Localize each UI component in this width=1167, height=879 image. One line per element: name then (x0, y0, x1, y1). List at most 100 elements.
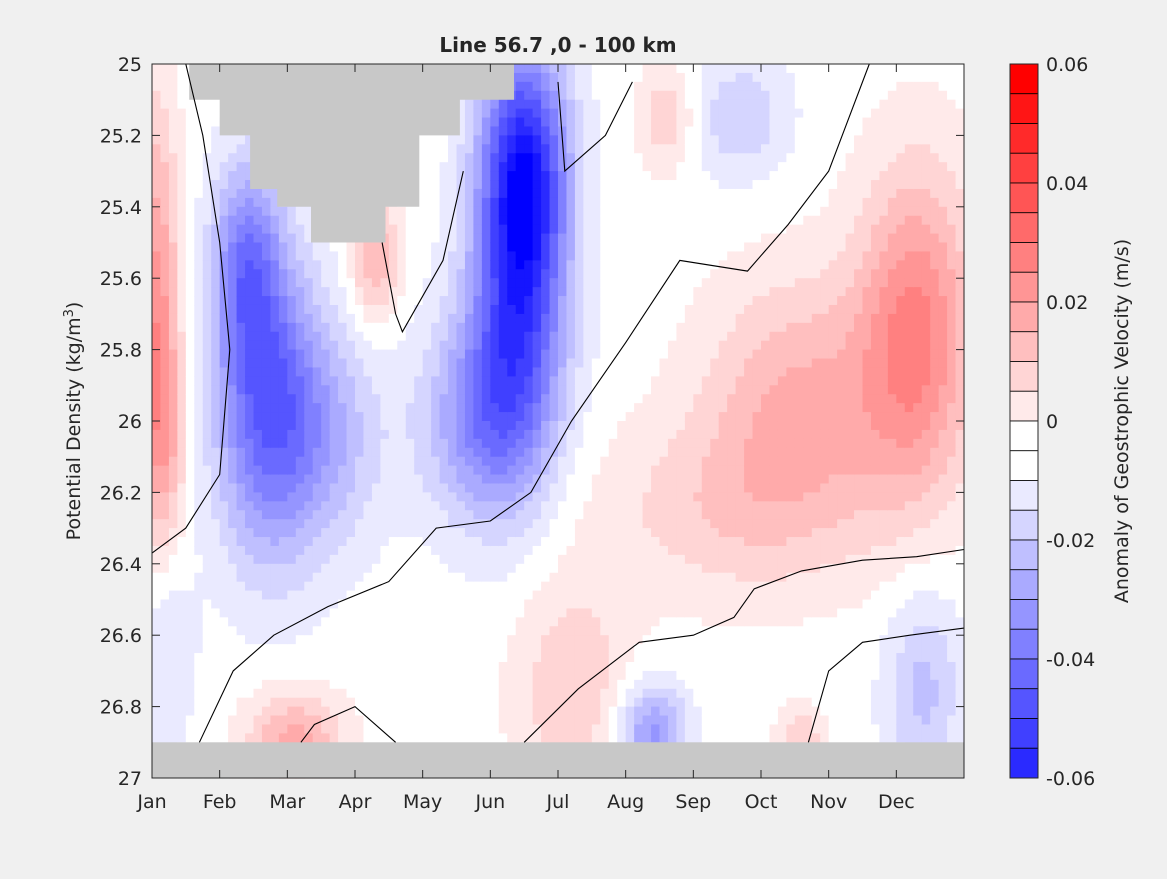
heatmap-cell (278, 385, 288, 395)
heatmap-cell (558, 340, 568, 351)
heatmap-cell (473, 590, 483, 601)
heatmap-cell (346, 635, 356, 645)
heatmap-cell (642, 635, 652, 645)
heatmap-cell (490, 519, 500, 529)
heatmap-cell (498, 304, 508, 315)
heatmap-cell (439, 599, 449, 610)
heatmap-cell (448, 554, 458, 565)
heatmap-cell (659, 242, 669, 253)
heatmap-cell (236, 581, 246, 592)
heatmap-cell (591, 304, 601, 315)
heatmap-cell (625, 340, 635, 351)
heatmap-cell (456, 260, 466, 270)
heatmap-cell (481, 644, 491, 654)
heatmap-cell (397, 537, 407, 547)
heatmap-cell (355, 304, 365, 315)
heatmap-cell (278, 313, 288, 324)
heatmap-cell (439, 171, 449, 181)
heatmap-cell (405, 331, 415, 342)
heatmap-cell (287, 590, 297, 601)
heatmap-cell (346, 367, 356, 377)
heatmap-cell (278, 483, 288, 494)
heatmap-cell (194, 403, 204, 413)
heatmap-cell (253, 581, 263, 592)
heatmap-cell (261, 733, 272, 743)
heatmap-cell (507, 563, 517, 574)
heatmap-cell (481, 126, 491, 137)
heatmap-cell (659, 358, 669, 369)
heatmap-cell (287, 313, 297, 324)
heatmap-cell (574, 215, 584, 226)
heatmap-cell (431, 287, 441, 297)
heatmap-cell (507, 724, 517, 734)
heatmap-cell (405, 510, 415, 520)
heatmap-cell (287, 224, 297, 235)
heatmap-cell (312, 572, 322, 583)
heatmap-cell (363, 626, 373, 636)
heatmap-cell (261, 501, 272, 511)
heatmap-cell (371, 447, 381, 458)
heatmap-cell (541, 697, 551, 708)
heatmap-cell (160, 697, 170, 708)
heatmap-cell (464, 180, 475, 190)
heatmap-cell (152, 653, 162, 663)
heatmap-cell (583, 519, 593, 529)
heatmap-cell (253, 296, 263, 306)
heatmap-cell (541, 322, 551, 333)
heatmap-cell (152, 144, 162, 154)
heatmap-cell (651, 322, 661, 333)
heatmap-cell (524, 72, 534, 83)
heatmap-cell (219, 304, 229, 315)
heatmap-cell (676, 188, 686, 199)
heatmap-cell (625, 626, 635, 636)
heatmap-cell (583, 385, 593, 395)
heatmap-cell (600, 724, 610, 734)
heatmap-cell (397, 590, 407, 601)
heatmap-cell (515, 72, 525, 83)
heatmap-cell (304, 572, 314, 583)
heatmap-cell (363, 501, 373, 511)
heatmap-cell (168, 260, 178, 270)
heatmap-cell (388, 554, 398, 565)
heatmap-cell (329, 644, 339, 654)
heatmap-cell (625, 72, 635, 83)
heatmap-cell (456, 117, 466, 128)
heatmap-cell (405, 287, 415, 297)
heatmap-cell (642, 528, 652, 538)
heatmap-cell (549, 215, 559, 226)
heatmap-cell (591, 358, 601, 369)
heatmap-cell (617, 581, 627, 592)
heatmap-cell (168, 456, 178, 467)
heatmap-cell (338, 412, 348, 422)
heatmap-cell (397, 224, 407, 235)
heatmap-cell (591, 251, 601, 261)
heatmap-cell (338, 697, 348, 708)
heatmap-cell (287, 447, 297, 458)
heatmap-cell (253, 367, 263, 377)
heatmap-cell (481, 447, 491, 458)
heatmap-cell (600, 340, 610, 351)
heatmap-cell (431, 733, 441, 743)
heatmap-cell (625, 162, 635, 172)
heatmap-cell (574, 296, 584, 306)
heatmap-cell (498, 644, 508, 654)
heatmap-cell (236, 421, 246, 431)
heatmap-cell (177, 492, 187, 502)
heatmap-cell (574, 260, 584, 270)
heatmap-cell (388, 528, 398, 538)
heatmap-cell (659, 510, 669, 520)
heatmap-cell (507, 626, 517, 636)
heatmap-cell (245, 528, 255, 538)
heatmap-cell (414, 590, 424, 601)
heatmap-cell (617, 679, 627, 690)
heatmap-cell (405, 670, 415, 681)
heatmap-cell (617, 144, 627, 154)
heatmap-cell (532, 64, 542, 74)
heatmap-cell (566, 99, 576, 110)
heatmap-cell (380, 715, 390, 726)
heatmap-cell (583, 510, 593, 520)
heatmap-cell (397, 697, 407, 708)
heatmap-cell (659, 90, 669, 101)
heatmap-cell (625, 99, 635, 110)
heatmap-cell (481, 313, 491, 324)
